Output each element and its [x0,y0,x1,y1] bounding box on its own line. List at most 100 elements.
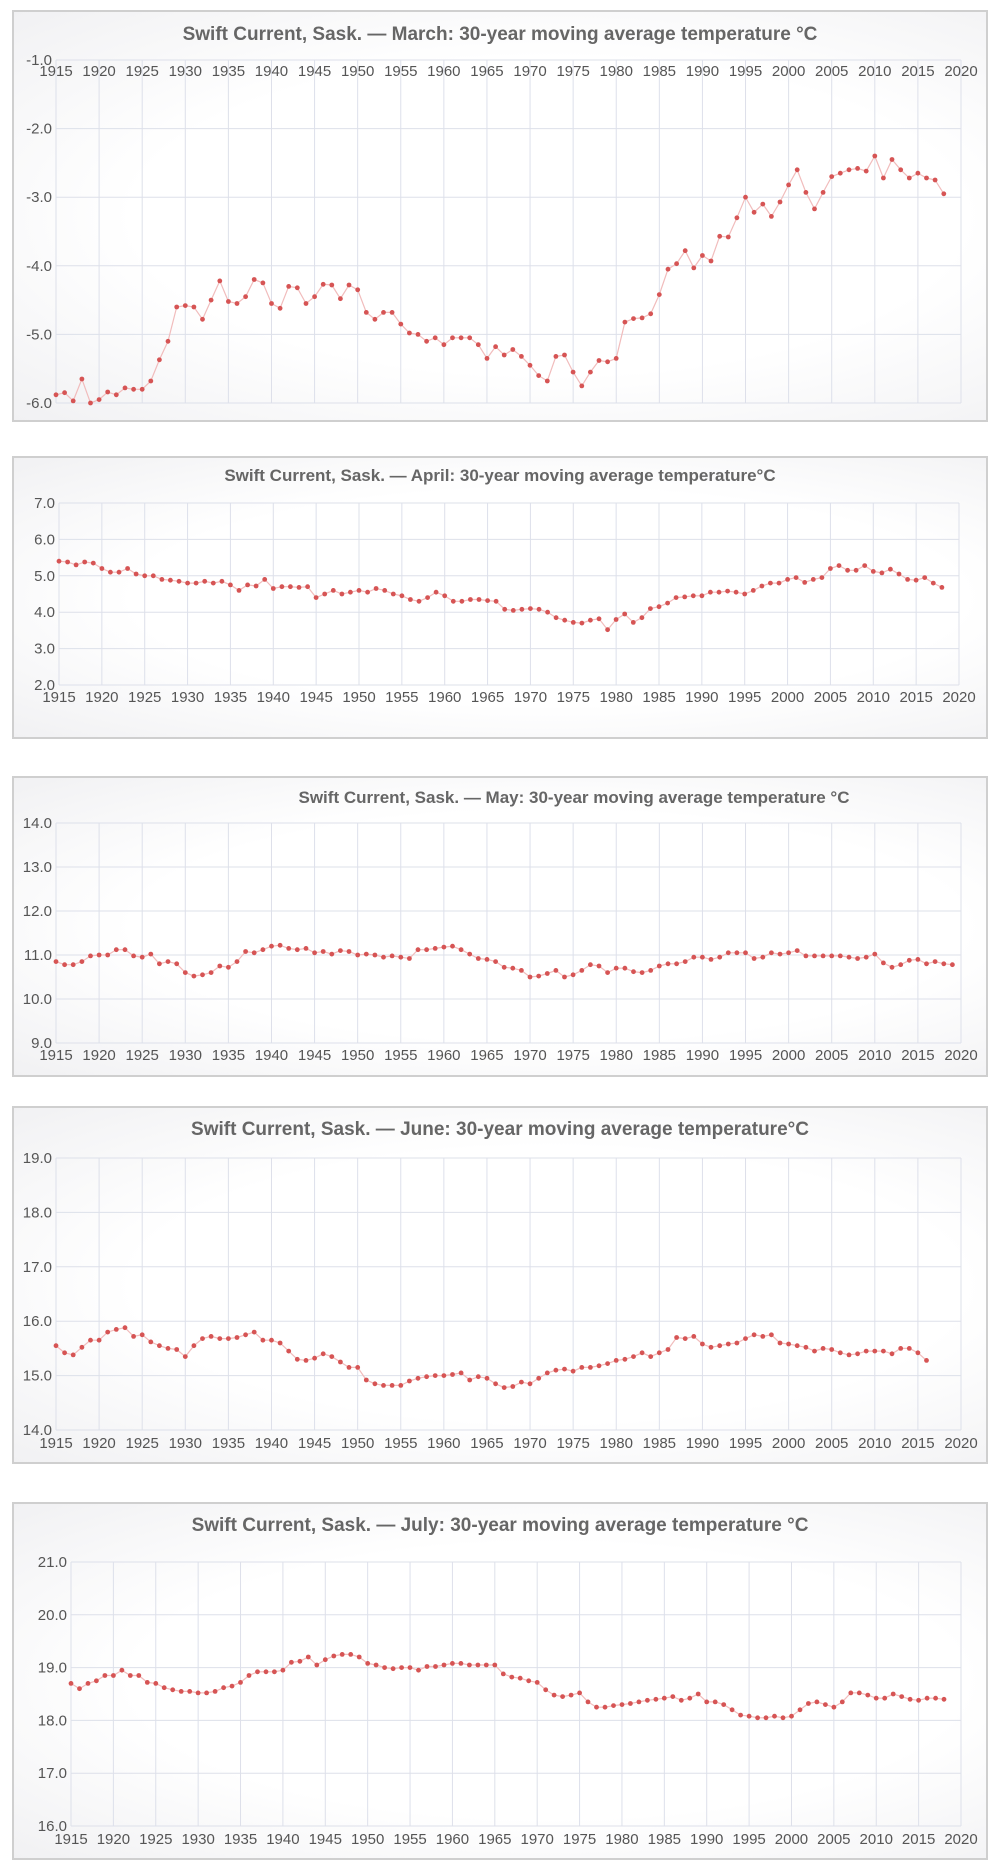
x-tick-label: 1950 [341,63,374,80]
data-point [870,569,876,574]
data-point [260,947,266,953]
data-point [510,347,516,352]
chart-panel-june: Swift Current, Sask. — June: 30-year mov… [12,1106,988,1464]
data-point [348,589,353,595]
x-tick-label: 1955 [393,1831,426,1848]
data-point [424,1374,429,1380]
data-point [346,949,352,954]
y-tick-label: 19.0 [23,1150,52,1167]
x-tick-label: 2020 [942,689,975,706]
x-tick-label: 1995 [729,63,762,80]
data-point [691,265,697,271]
data-point [678,1697,684,1703]
data-point [289,1659,294,1665]
data-point [381,1383,386,1388]
x-tick-label: 2000 [772,63,805,80]
data-point [165,959,171,964]
data-point [355,287,361,293]
x-tick-label: 1915 [39,1435,72,1452]
data-point [338,296,343,302]
data-point [544,378,550,384]
data-point [322,1657,328,1663]
data-point [122,947,128,953]
data-point [855,1351,860,1357]
data-point [691,954,697,960]
data-point [279,584,285,590]
data-point [939,585,945,590]
data-point [700,253,705,258]
data-point [803,953,809,959]
data-point [219,578,225,584]
data-point [906,1346,912,1351]
data-point [62,1350,67,1356]
data-point [475,342,481,348]
data-point [246,1673,252,1678]
x-tick-label: 1970 [513,1435,546,1452]
data-point [661,1695,667,1701]
data-point [320,281,326,287]
x-tick-label: 1945 [298,1047,331,1064]
data-point [613,965,619,971]
y-tick-label: 17.0 [38,1765,67,1782]
y-tick-label: 10.0 [23,991,52,1008]
x-tick-label: 1985 [643,63,676,80]
data-point [493,598,499,604]
x-tick-label: 2020 [944,1047,977,1064]
y-tick-label: 9.0 [31,1035,52,1052]
data-point [519,354,524,359]
data-point [329,1354,335,1359]
y-tick-label: 21.0 [38,1554,67,1571]
x-tick-label: 2010 [857,689,890,706]
data-point [527,1381,533,1387]
y-tick-label: 20.0 [38,1607,67,1624]
data-point [139,1332,145,1338]
chart-panel-july: Swift Current, Sask. — July: 30-year mov… [12,1502,988,1860]
data-point [812,1348,817,1354]
data-point [79,959,85,964]
data-point [704,1699,710,1705]
data-point [467,1377,473,1383]
data-point [312,1355,317,1361]
data-point [148,378,154,384]
x-tick-label: 1990 [686,1435,719,1452]
data-point [760,954,766,960]
data-point [639,970,645,975]
data-point [611,1703,616,1708]
data-point [837,953,843,959]
data-point [823,1702,828,1707]
data-point [475,956,481,961]
data-point [338,948,343,953]
data-point [674,1335,679,1340]
data-point [88,1337,93,1343]
y-tick-label: 6.0 [34,531,55,548]
series-line [55,944,953,978]
data-point [785,577,790,582]
data-point [553,968,559,973]
data-point [260,1337,266,1343]
data-point [665,600,670,606]
data-point [125,566,130,571]
data-point [772,1713,777,1719]
data-point [407,1378,412,1384]
data-point [631,969,636,975]
data-point [570,620,576,625]
data-point [312,294,317,300]
data-point [168,577,173,583]
data-point [243,1332,249,1338]
data-point [544,971,550,976]
y-tick-label: 15.0 [23,1368,52,1385]
x-tick-label: 1935 [212,1047,245,1064]
y-tick-label: 4.0 [34,604,55,621]
data-point [828,566,833,571]
data-point [294,1356,300,1362]
x-tick-label: 2015 [902,1831,935,1848]
data-point [579,1365,585,1370]
data-point [382,588,388,593]
data-point [399,1665,404,1670]
data-point [665,1347,671,1352]
x-tick-label: 1965 [470,1435,503,1452]
data-point [467,335,473,341]
data-point [553,1367,559,1373]
data-point [502,606,508,612]
data-point [536,973,542,979]
